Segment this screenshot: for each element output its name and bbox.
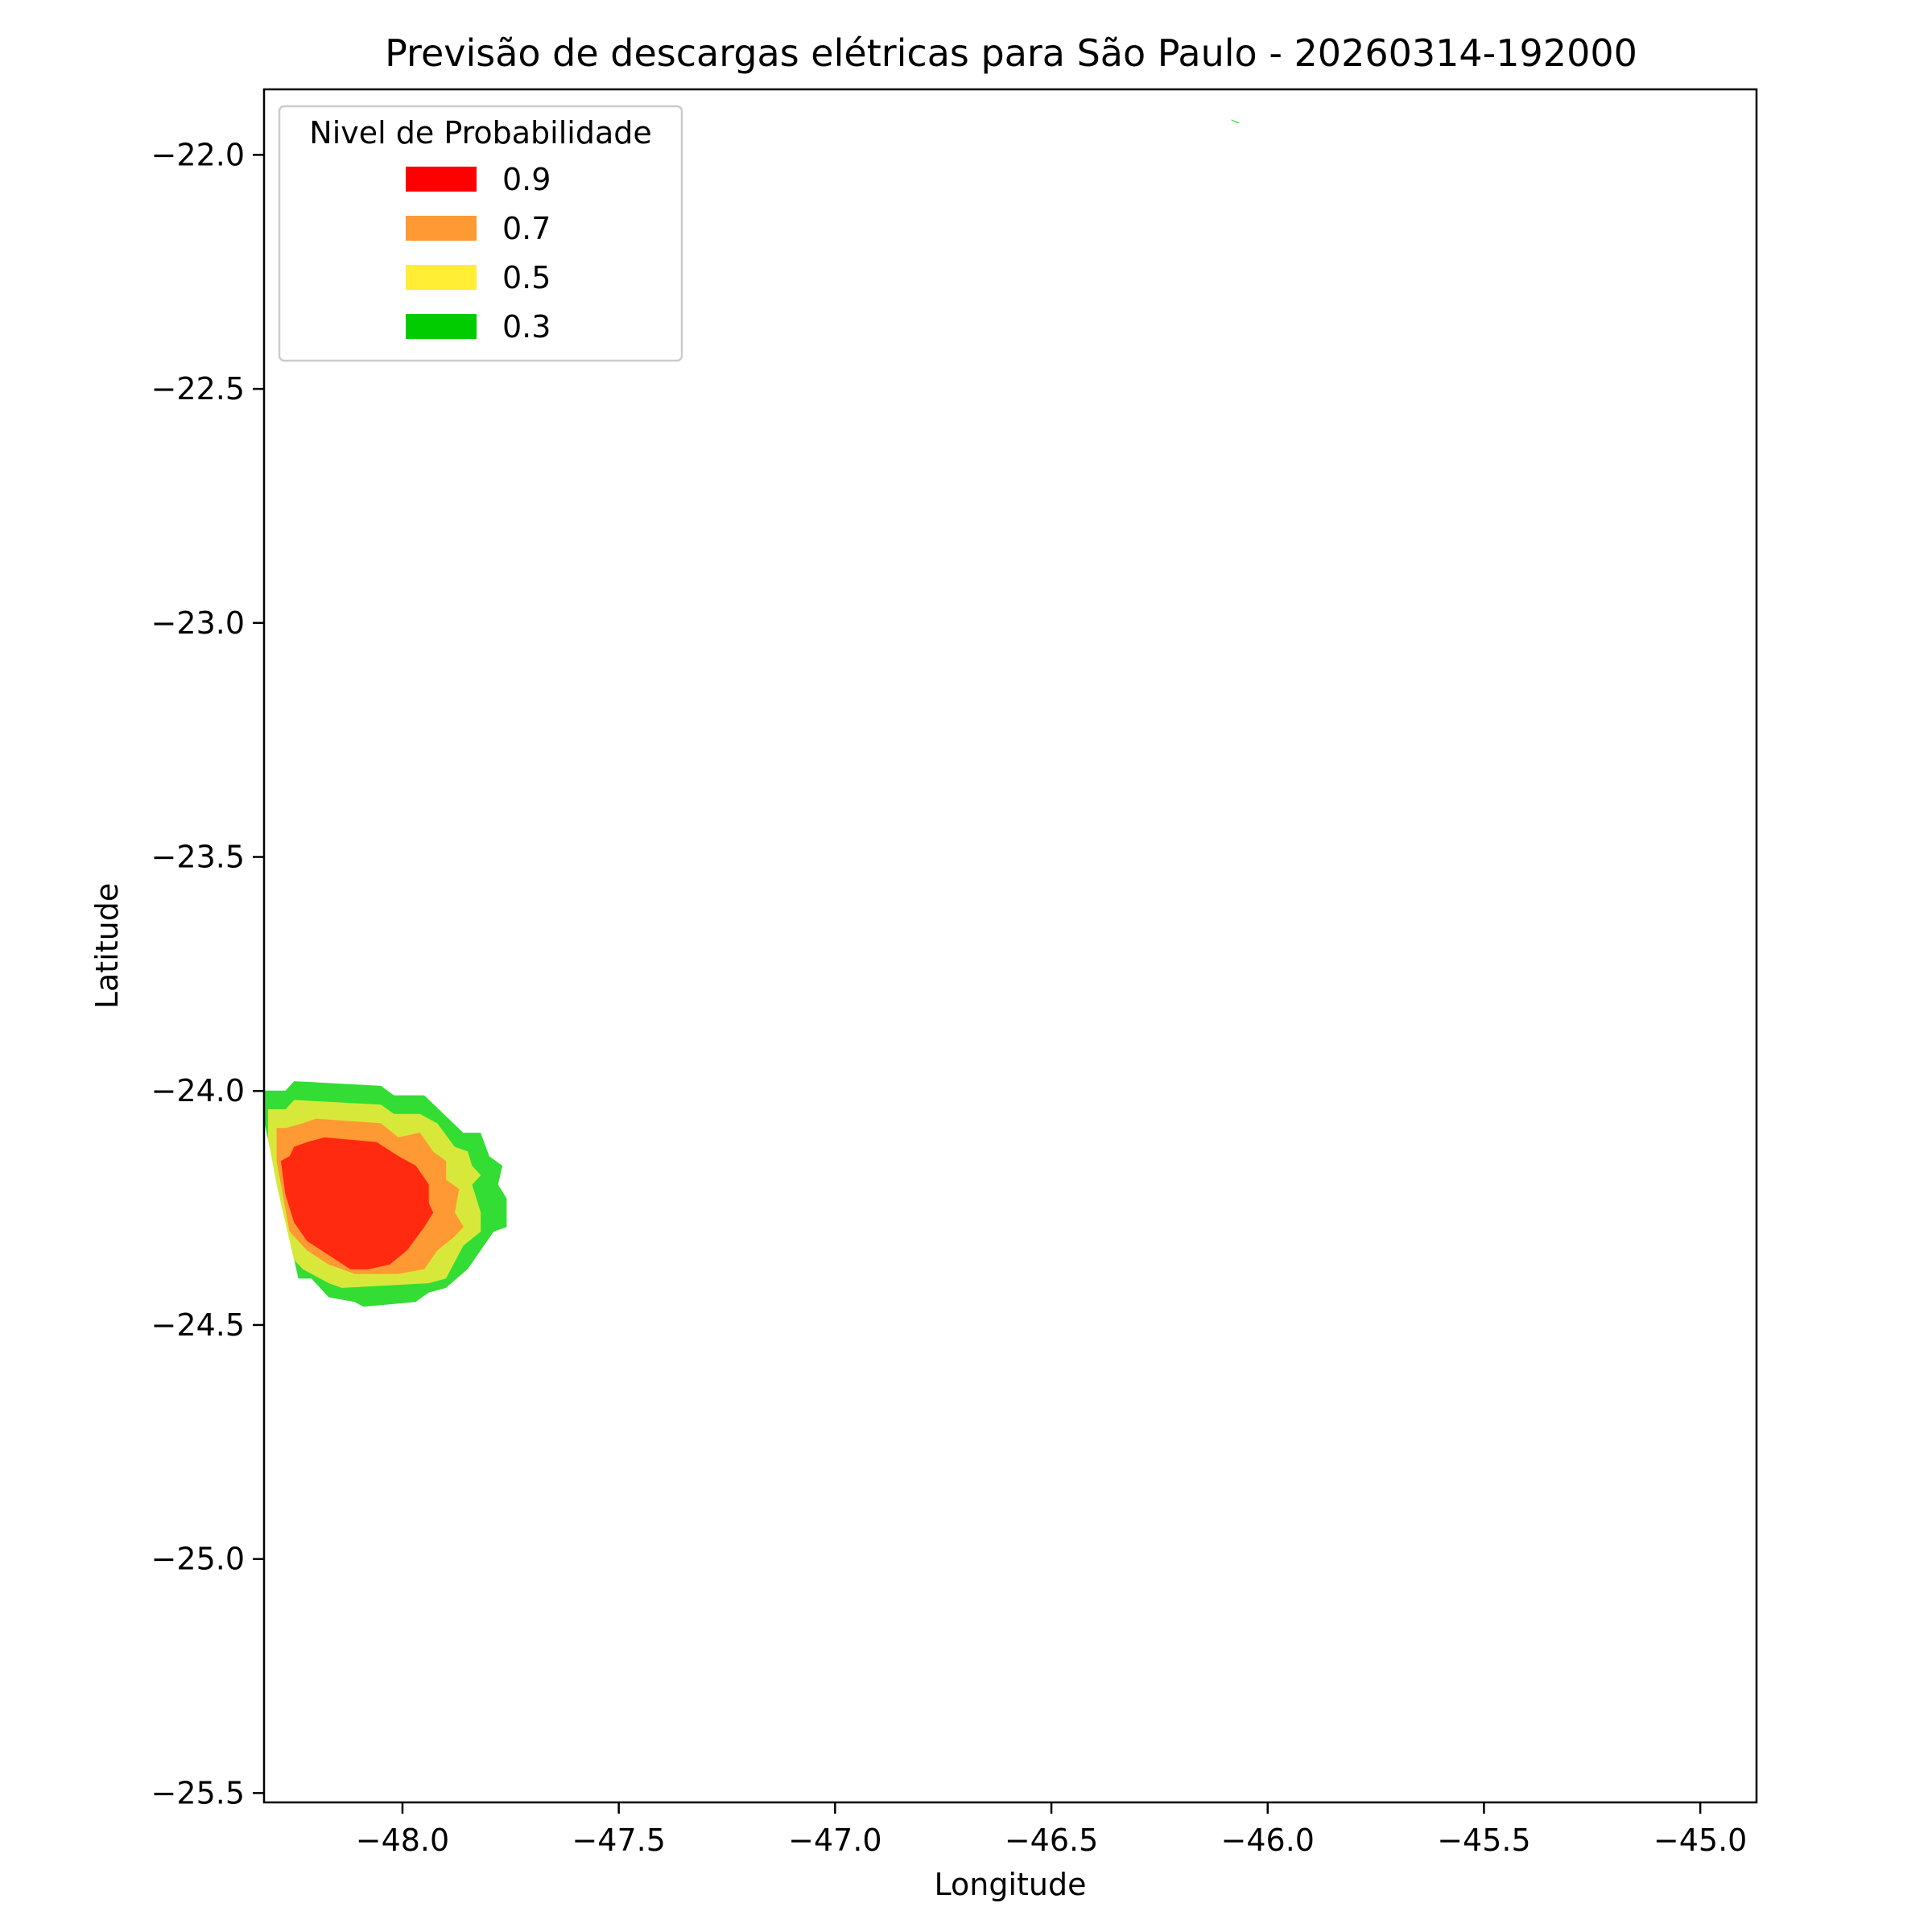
probability-region-03-4 (1231, 119, 1240, 124)
x-tick-label: −47.5 (572, 1823, 665, 1858)
x-tick-label: −47.0 (788, 1823, 881, 1858)
legend-swatch-09 (406, 167, 477, 192)
legend-label-03: 0.3 (502, 309, 551, 345)
y-tick-label: −22.5 (151, 371, 245, 407)
y-tick-label: −24.5 (151, 1307, 245, 1343)
y-axis: −22.0 −22.5 −23.0 −23.5 −24.0 −24.5 −25.0 −25.5 (151, 137, 264, 1810)
legend-swatch-07 (406, 216, 477, 241)
x-tick-label: −46.5 (1005, 1823, 1098, 1858)
legend-swatch-03 (406, 314, 477, 339)
legend-label-05: 0.5 (502, 260, 551, 295)
x-tick-label: −48.0 (356, 1823, 449, 1858)
chart-title: Previsão de descargas elétricas para São… (385, 31, 1637, 75)
y-tick-label: −23.5 (151, 840, 245, 875)
x-tick-label: −45.0 (1653, 1823, 1747, 1858)
legend-entries: 0.9 0.7 0.5 0.3 (406, 162, 551, 345)
legend-label-07: 0.7 (502, 211, 551, 246)
legend-swatch-05 (406, 265, 477, 290)
x-tick-label: −45.5 (1437, 1823, 1530, 1858)
x-tick-label: −46.0 (1221, 1823, 1315, 1858)
probability-region-09-3 (280, 1137, 434, 1269)
x-axis: −48.0 −47.5 −47.0 −46.5 −46.0 −45.5 −45.0 (356, 1802, 1747, 1858)
y-tick-label: −25.5 (151, 1775, 245, 1810)
y-tick-label: −22.0 (151, 137, 245, 172)
y-tick-label: −23.0 (151, 605, 245, 641)
y-tick-label: −24.0 (151, 1073, 245, 1108)
legend-frame (278, 105, 683, 362)
plot-area-frame (262, 88, 1758, 1804)
x-axis-label: Longitude (935, 1867, 1087, 1902)
y-tick-label: −25.0 (151, 1542, 245, 1577)
legend: Nivel de Probabilidade 0.9 0.7 0.5 0.3 (278, 105, 683, 362)
legend-title: Nivel de Probabilidade (309, 115, 651, 151)
probability-regions (263, 119, 1240, 1307)
y-axis-label: Latitude (89, 883, 125, 1009)
legend-label-09: 0.9 (502, 162, 551, 197)
